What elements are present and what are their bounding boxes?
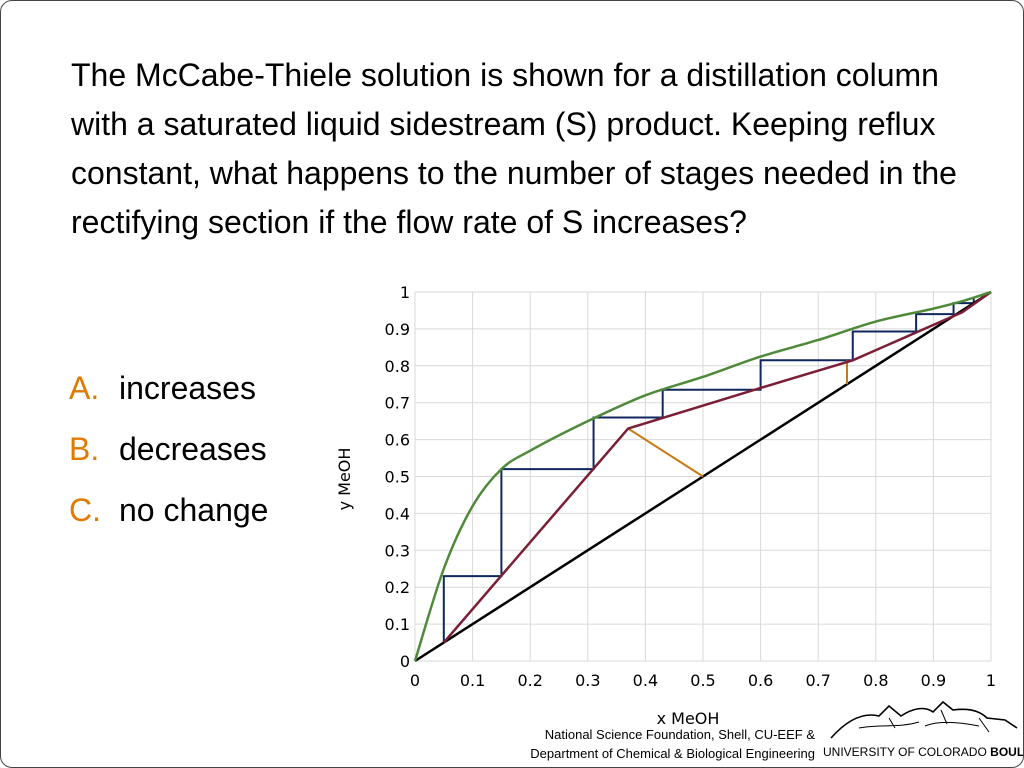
x-tick-label: 0: [410, 671, 420, 690]
option-text: increases: [119, 370, 256, 406]
y-tick-label: 0.6: [385, 431, 410, 450]
option-letter: C.: [69, 492, 101, 528]
mountain-logo-icon: [830, 700, 1018, 739]
option-b[interactable]: B. decreases: [69, 419, 268, 480]
x-tick-label: 0.2: [517, 671, 542, 690]
tick-labels: 0 0.1 0.2 0.3 0.4 0.5 0.6 0.7 0.8 0.9 1 0 0.1 0.2 0.3 0…: [385, 283, 997, 690]
option-c[interactable]: C. no change: [69, 480, 268, 541]
option-letter: B.: [69, 431, 100, 467]
university-text: UNIVERSITY OF COLORADO: [823, 745, 987, 759]
y-axis-label: y MeOH: [335, 448, 354, 511]
y-tick-label: 0.3: [385, 541, 410, 560]
feed-line-series: [627, 427, 704, 478]
y-tick-label: 0.8: [385, 357, 410, 376]
option-text: decreases: [119, 431, 267, 467]
credit-line-1: National Science Foundation, Shell, CU-E…: [544, 727, 815, 742]
x-axis-label: x MeOH: [657, 709, 720, 728]
x-tick-label: 0.9: [921, 671, 946, 690]
x-tick-label: 1: [986, 671, 996, 690]
x-tick-label: 0.8: [863, 671, 888, 690]
grid-layer: [414, 291, 992, 662]
university-bold-text: BOULDER: [990, 745, 1024, 759]
answer-options: A. increases B. decreases C. no change: [69, 358, 268, 541]
y-tick-label: 0.1: [385, 615, 410, 634]
x-tick-label: 0.7: [805, 671, 830, 690]
option-a[interactable]: A. increases: [69, 358, 268, 419]
y-tick-label: 1: [400, 283, 410, 302]
y-tick-label: 0: [400, 652, 410, 671]
footer-credit: National Science Foundation, Shell, CU-E…: [395, 725, 815, 763]
y-tick-label: 0.4: [385, 504, 410, 523]
y-tick-label: 0.2: [385, 578, 410, 597]
series-layer: [413, 290, 992, 663]
credit-line-2: Department of Chemical & Biological Engi…: [530, 746, 815, 761]
y-tick-label: 0.5: [385, 468, 410, 487]
x-tick-label: 0.4: [633, 671, 658, 690]
x-tick-label: 0.5: [690, 671, 715, 690]
x-tick-label: 0.3: [575, 671, 600, 690]
option-text: no change: [119, 492, 269, 528]
stages-series: [442, 297, 975, 643]
equilibrium-series: [413, 290, 992, 662]
x-tick-label: 0.1: [460, 671, 485, 690]
option-letter: A.: [69, 370, 100, 406]
university-name: UNIVERSITY OF COLORADO BOULDER: [823, 745, 1024, 759]
operating-line-series: [442, 290, 992, 644]
x-tick-label: 0.6: [748, 671, 773, 690]
y-tick-label: 0.7: [385, 394, 410, 413]
question-text: The McCabe-Thiele solution is shown for …: [71, 57, 957, 240]
y-tick-label: 0.9: [385, 320, 410, 339]
